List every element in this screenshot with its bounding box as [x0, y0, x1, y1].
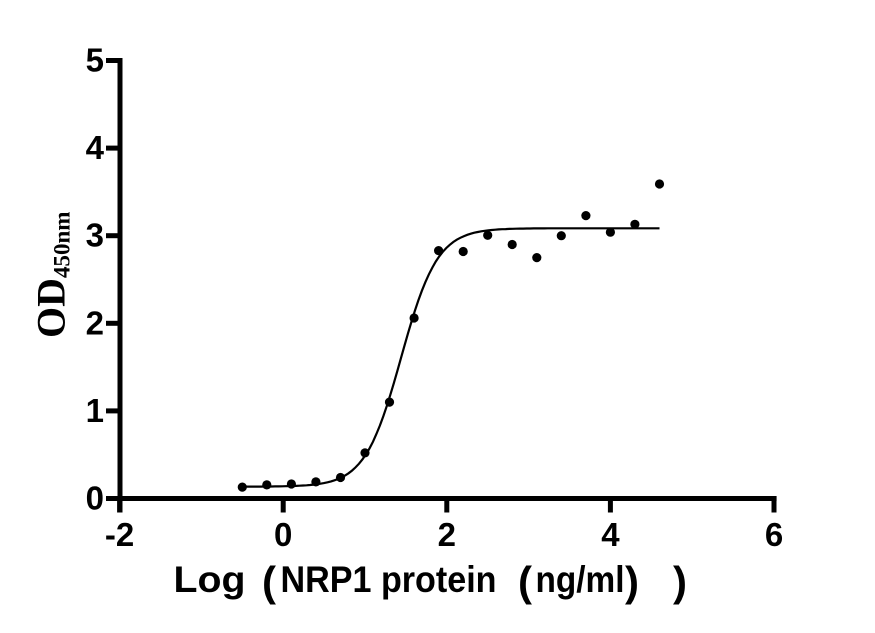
- svg-text:4: 4: [86, 129, 105, 166]
- svg-text:5: 5: [86, 42, 104, 79]
- svg-text:6: 6: [765, 516, 783, 553]
- svg-text:4: 4: [601, 516, 620, 553]
- svg-text:-2: -2: [105, 516, 134, 553]
- svg-text:3: 3: [86, 217, 104, 254]
- svg-text:(: (: [262, 558, 276, 605]
- svg-text:0: 0: [274, 516, 292, 553]
- svg-text:(: (: [518, 558, 532, 605]
- svg-text:ng/ml: ng/ml: [536, 559, 625, 600]
- svg-text:1: 1: [86, 392, 104, 429]
- svg-text:2: 2: [438, 516, 456, 553]
- svg-text:0: 0: [86, 480, 104, 517]
- svg-text:): ): [673, 558, 687, 605]
- svg-text:2: 2: [86, 304, 104, 341]
- svg-text:Log: Log: [174, 559, 246, 600]
- svg-text:NRP1 protein: NRP1 protein: [281, 559, 497, 600]
- svg-text:): ): [625, 558, 639, 605]
